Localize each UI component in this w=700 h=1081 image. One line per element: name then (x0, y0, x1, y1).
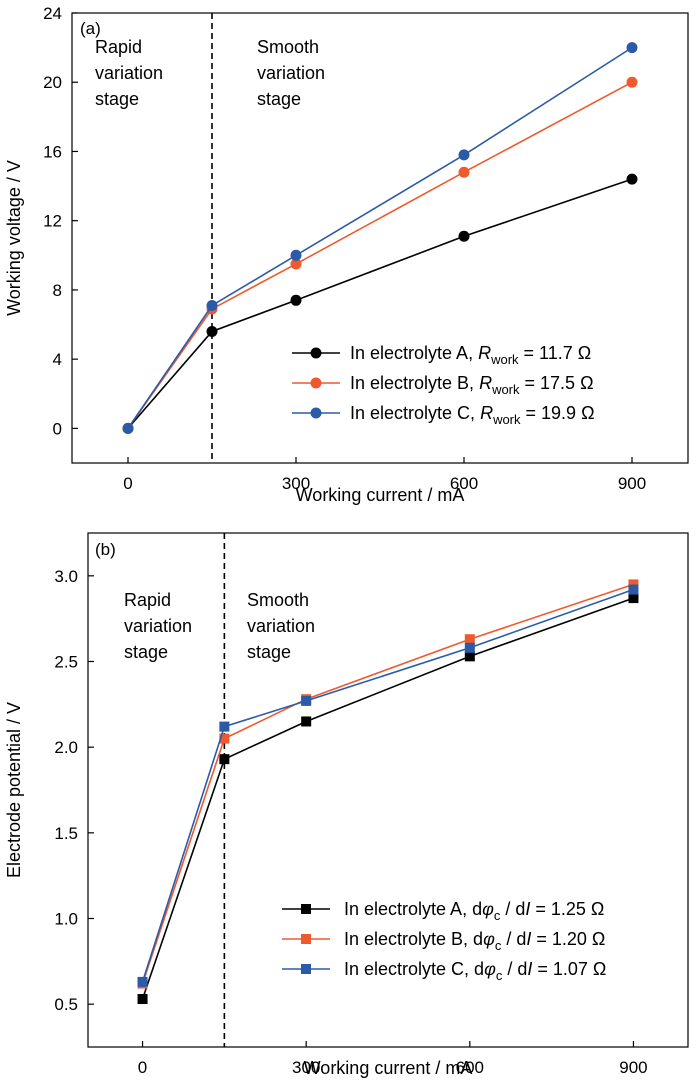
data-point (626, 42, 638, 54)
y-tick-label: 3.0 (54, 567, 78, 586)
data-point (219, 733, 230, 744)
legend-label: In electrolyte B, Rwork = 17.5 Ω (350, 373, 594, 397)
data-point (219, 754, 230, 765)
data-point (301, 695, 312, 706)
series-line (141, 588, 634, 983)
data-point (290, 294, 302, 306)
legend-marker (310, 377, 322, 389)
chart-panel-b: 0 300 600 900 0.5 1.0 1.5 2.0 2.5 3.0 Working curr… (4, 532, 689, 1078)
data-point (458, 230, 470, 242)
x-axis-title: Working current / mA (296, 485, 465, 505)
data-point (206, 300, 218, 311)
data-point (464, 634, 475, 645)
y-tick-label: 4 (53, 350, 62, 369)
smooth-stage-label: variation (257, 63, 325, 83)
x-tick-label: 300 (282, 474, 310, 493)
y-tick-label: 0.5 (54, 995, 78, 1014)
y-axis-title: Electrode potential / V (4, 702, 24, 878)
y-tick-label: 1.0 (54, 910, 78, 929)
data-point (137, 994, 148, 1005)
y-tick-label: 2.5 (54, 653, 78, 672)
legend-entry: In electrolyte C, dφc / dI = 1.07 Ω (282, 959, 606, 983)
rapid-stage-label: variation (95, 63, 163, 83)
data-point (219, 721, 230, 732)
data-point (458, 149, 470, 161)
data-point (458, 166, 470, 178)
panel-label: (b) (95, 540, 116, 559)
rapid-stage-label: stage (124, 642, 168, 662)
legend-label: In electrolyte B, dφc / dI = 1.20 Ω (344, 929, 605, 953)
legend-entry: In electrolyte B, Rwork = 17.5 Ω (292, 373, 594, 397)
legend-label: In electrolyte C, dφc / dI = 1.07 Ω (344, 959, 606, 983)
data-point (301, 716, 312, 727)
panel-label: (a) (80, 19, 101, 38)
legend-label: In electrolyte A, dφc / dI = 1.25 Ω (344, 899, 604, 923)
chart-panel-a: 0 300 600 900 0 4 8 12 16 20 24 Working current / m… (4, 4, 689, 505)
legend-marker (301, 964, 311, 974)
legend-entry: In electrolyte B, dφc / dI = 1.20 Ω (282, 929, 605, 953)
y-tick-label: 2.0 (54, 738, 78, 757)
y-axis-title: Working voltage / V (4, 160, 24, 316)
legend-entry: In electrolyte A, dφc / dI = 1.25 Ω (282, 899, 604, 923)
plot-frame (71, 12, 689, 464)
y-tick-label: 12 (43, 212, 62, 231)
y-tick-label: 8 (53, 281, 62, 300)
y-tick-label: 1.5 (54, 824, 78, 843)
y-tick-label: 24 (43, 4, 62, 23)
x-tick-label: 0 (123, 474, 132, 493)
legend-label: In electrolyte A, Rwork = 11.7 Ω (350, 343, 591, 367)
smooth-stage-label: stage (257, 89, 301, 109)
x-tick-label: 0 (138, 1058, 147, 1077)
rapid-stage-label: stage (95, 89, 139, 109)
legend-label: In electrolyte C, Rwork = 19.9 Ω (350, 403, 595, 427)
data-point (290, 258, 302, 270)
x-tick-label: 900 (618, 474, 646, 493)
legend-marker (301, 904, 311, 914)
legend-entry: In electrolyte A, Rwork = 11.7 Ω (292, 343, 591, 367)
rapid-stage-label: Rapid (95, 37, 142, 57)
legend-marker (310, 407, 322, 419)
y-tick-label: 16 (43, 142, 62, 161)
rapid-stage-label: variation (124, 616, 192, 636)
data-point (464, 642, 475, 653)
series-line (127, 46, 633, 429)
y-tick-label: 0 (53, 419, 62, 438)
smooth-stage-label: Smooth (247, 590, 309, 610)
legend-entry: In electrolyte C, Rwork = 19.9 Ω (292, 403, 595, 427)
data-point (464, 651, 475, 662)
data-point (626, 76, 638, 88)
data-point (122, 422, 134, 434)
y-tick-label: 20 (43, 73, 62, 92)
data-point (628, 584, 639, 595)
x-tick-label: 900 (619, 1058, 647, 1077)
data-point (628, 593, 639, 604)
x-tick-label: 300 (292, 1058, 320, 1077)
x-tick-label: 600 (456, 1058, 484, 1077)
data-point (290, 249, 302, 261)
data-point (626, 173, 638, 185)
smooth-stage-label: stage (247, 642, 291, 662)
plot-frame (87, 532, 689, 1048)
x-tick-label: 600 (450, 474, 478, 493)
legend-marker (310, 347, 322, 359)
data-point (628, 579, 639, 590)
smooth-stage-label: Smooth (257, 37, 319, 57)
data-point (206, 325, 218, 337)
legend-marker (301, 934, 311, 944)
x-axis-title: Working current / mA (304, 1058, 473, 1078)
rapid-stage-label: Rapid (124, 590, 171, 610)
data-point (137, 976, 148, 987)
smooth-stage-label: variation (247, 616, 315, 636)
